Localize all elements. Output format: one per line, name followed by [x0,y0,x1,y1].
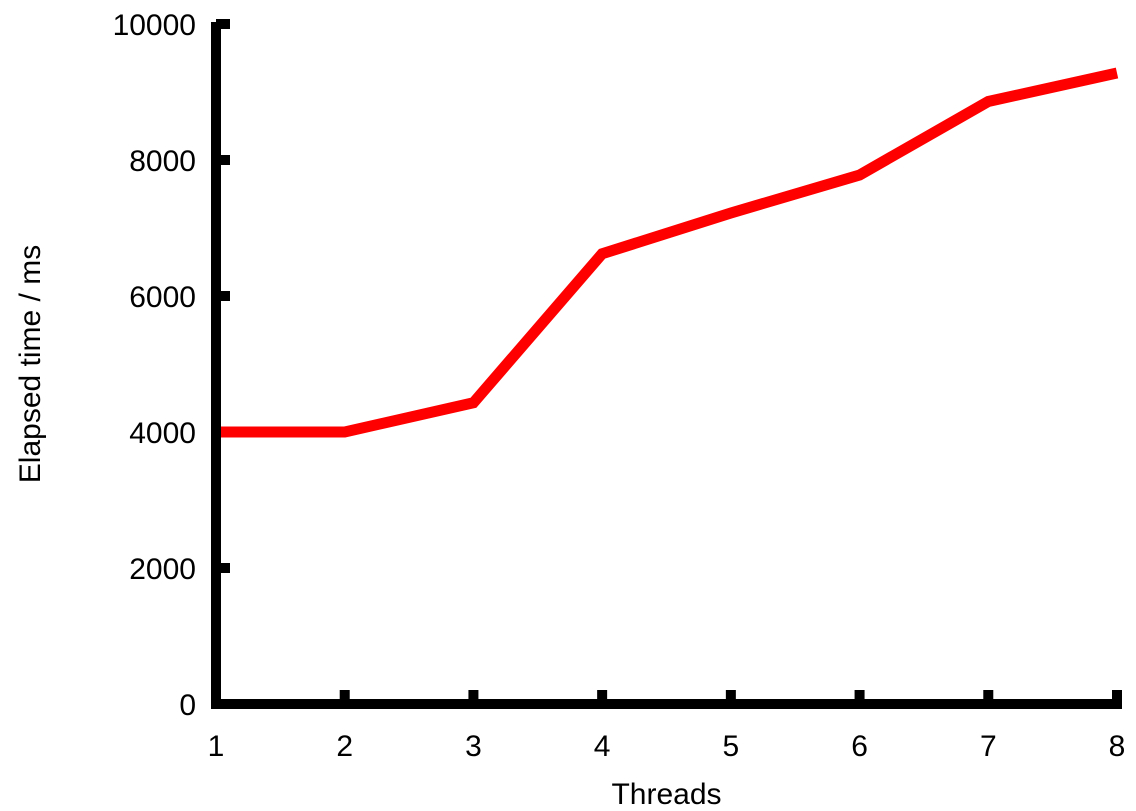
x-tick-label: 3 [465,730,482,763]
y-axis-ticks: 0 2000 4000 6000 8000 10000 [113,9,230,722]
x-tick-label: 8 [1109,730,1126,763]
x-axis-title: Threads [611,778,721,811]
series-layer [215,67,1119,438]
y-tick-label: 0 [179,689,196,722]
x-tick-label: 6 [851,730,868,763]
y-tick-label: 4000 [129,417,196,450]
x-tick-label: 7 [980,730,997,763]
x-tick-label: 1 [208,730,225,763]
series-line [216,67,1119,438]
y-tick-label: 10000 [113,9,196,42]
x-tick-label: 5 [723,730,740,763]
x-tick-label: 4 [594,730,611,763]
y-axis-title: Elapsed time / ms [14,245,47,483]
y-tick-label: 2000 [129,553,196,586]
x-tick-label: 2 [336,730,353,763]
y-tick-label: 8000 [129,145,196,178]
y-tick-label: 6000 [129,281,196,314]
